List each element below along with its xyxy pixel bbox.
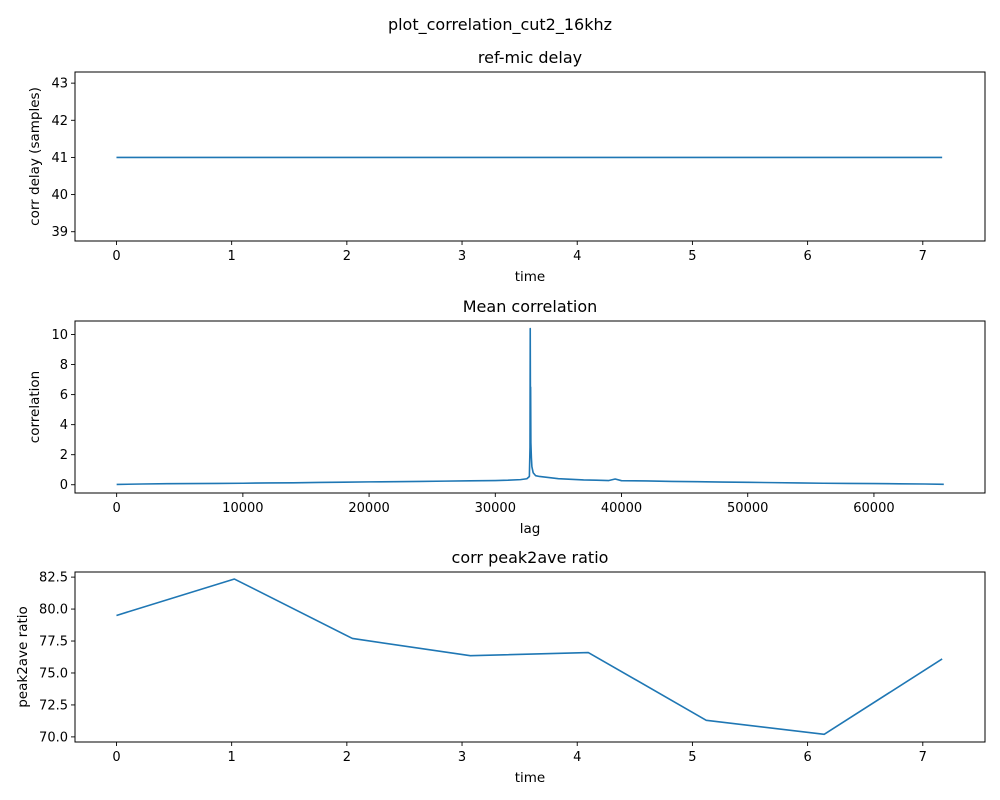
chart-ref-mic-delay-xtick-label: 6 [803, 249, 811, 264]
chart-mean-correlation-xtick-label: 20000 [348, 501, 389, 516]
chart-mean-correlation-title: Mean correlation [463, 297, 598, 316]
chart-ref-mic-delay-ytick-label: 42 [51, 114, 68, 129]
chart-mean-correlation-xtick-label: 30000 [475, 501, 516, 516]
chart-ref-mic-delay-title: ref-mic delay [478, 48, 582, 67]
chart-corr-peak2ave-ratio-xtick-label: 7 [919, 750, 927, 765]
figure-suptitle: plot_correlation_cut2_16khz [388, 15, 612, 35]
chart-corr-peak2ave-ratio-ytick-label: 80.0 [39, 603, 68, 618]
chart-ref-mic-delay: 0 1 2 3 4 5 6 7 39 40 41 42 43 ref-mic delay time corr … [27, 48, 986, 285]
chart-mean-correlation-xtick-label: 60000 [853, 501, 894, 516]
chart-mean-correlation-series-line [116, 327, 944, 486]
chart-mean-correlation-ytick-label: 10 [51, 328, 68, 343]
chart-corr-peak2ave-ratio-xlabel: time [515, 770, 546, 786]
chart-corr-peak2ave-ratio-xtick-label: 1 [228, 750, 236, 765]
chart-ref-mic-delay-ylabel: corr delay (samples) [27, 87, 43, 226]
chart-ref-mic-delay-xtick-label: 7 [919, 249, 927, 264]
chart-corr-peak2ave-ratio-axes-frame [74, 571, 986, 743]
chart-mean-correlation-xtick-label: 10000 [222, 501, 263, 516]
chart-mean-correlation-ytick-label: 0 [60, 478, 68, 493]
chart-corr-peak2ave-ratio-xtick-label: 0 [112, 750, 120, 765]
chart-mean-correlation-xtick-label: 0 [113, 501, 121, 516]
chart-corr-peak2ave-ratio-xtick-label: 2 [343, 750, 351, 765]
chart-ref-mic-delay-xtick-label: 2 [343, 249, 351, 264]
chart-corr-peak2ave-ratio: 0 1 2 3 4 5 6 7 70.0 72.5 75.0 77.5 80.0 82.5 corr pea… [15, 548, 986, 786]
chart-mean-correlation-xlabel: lag [520, 521, 541, 537]
chart-ref-mic-delay-xlabel: time [515, 269, 546, 285]
chart-ref-mic-delay-xtick-label: 3 [458, 249, 466, 264]
chart-corr-peak2ave-ratio-ylabel: peak2ave ratio [15, 606, 31, 708]
chart-mean-correlation-ytick-label: 6 [60, 388, 68, 403]
chart-corr-peak2ave-ratio-xtick-label: 4 [573, 750, 581, 765]
chart-ref-mic-delay-xtick-label: 5 [688, 249, 696, 264]
chart-corr-peak2ave-ratio-title: corr peak2ave ratio [452, 548, 609, 567]
chart-mean-correlation-ytick-label: 2 [60, 448, 68, 463]
chart-corr-peak2ave-ratio-xtick-label: 6 [803, 750, 811, 765]
chart-corr-peak2ave-ratio-ytick-label: 72.5 [39, 698, 68, 713]
chart-mean-correlation-ytick-label: 4 [60, 418, 68, 433]
chart-ref-mic-delay-xtick-label: 0 [112, 249, 120, 264]
chart-corr-peak2ave-ratio-xtick-label: 5 [688, 750, 696, 765]
chart-ref-mic-delay-ytick-label: 40 [51, 188, 68, 203]
chart-mean-correlation-ylabel: correlation [27, 371, 43, 443]
chart-mean-correlation-xtick-label: 40000 [601, 501, 642, 516]
chart-corr-peak2ave-ratio-xtick-label: 3 [458, 750, 466, 765]
chart-corr-peak2ave-ratio-ytick-label: 70.0 [39, 730, 68, 745]
chart-mean-correlation: 0 10000 20000 30000 40000 50000 60000 0 2 4 6 8 10 Me… [27, 297, 986, 537]
chart-corr-peak2ave-ratio-series-line [116, 578, 943, 736]
chart-mean-correlation-axes-frame [74, 320, 986, 494]
chart-ref-mic-delay-xtick-label: 1 [228, 249, 236, 264]
chart-ref-mic-delay-ytick-label: 43 [51, 77, 68, 92]
chart-ref-mic-delay-ytick-label: 39 [51, 225, 68, 240]
chart-mean-correlation-ytick-label: 8 [60, 358, 68, 373]
chart-mean-correlation-xtick-label: 50000 [727, 501, 768, 516]
chart-corr-peak2ave-ratio-ytick-label: 75.0 [39, 666, 68, 681]
chart-ref-mic-delay-xtick-label: 4 [573, 249, 581, 264]
chart-ref-mic-delay-ytick-label: 41 [51, 151, 68, 166]
chart-ref-mic-delay-axes-frame [74, 71, 986, 242]
chart-corr-peak2ave-ratio-ytick-label: 77.5 [39, 635, 68, 650]
chart-corr-peak2ave-ratio-ytick-label: 82.5 [39, 571, 68, 586]
